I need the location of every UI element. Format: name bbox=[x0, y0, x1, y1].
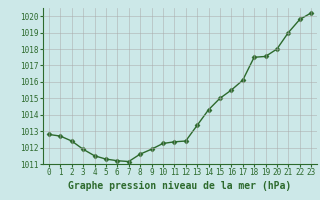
X-axis label: Graphe pression niveau de la mer (hPa): Graphe pression niveau de la mer (hPa) bbox=[68, 181, 292, 191]
